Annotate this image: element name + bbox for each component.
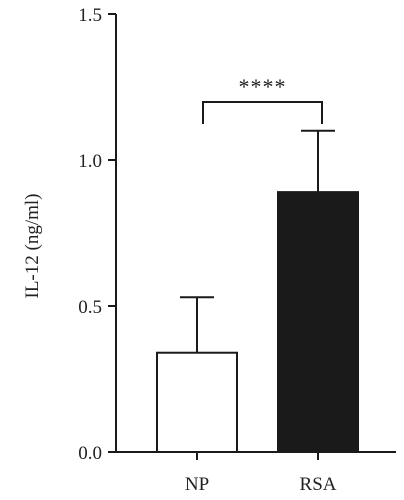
y-tick-label: 1.5	[78, 5, 102, 26]
x-tick-label: NP	[185, 474, 209, 495]
y-axis-label: IL-12 (ng/ml)	[22, 193, 43, 298]
bars	[156, 191, 359, 453]
significance-annotation: ****	[202, 74, 323, 124]
bar-rsa	[277, 191, 359, 453]
y-tick-label: 1.0	[78, 151, 102, 172]
x-tick-label: RSA	[300, 474, 337, 495]
y-tick-label: 0.0	[78, 443, 102, 464]
significance-label: ****	[239, 74, 287, 99]
y-tick-label: 0.5	[78, 297, 102, 318]
y-axis: 0.0 0.5 1.0 1.5	[78, 5, 117, 464]
error-bars	[180, 129, 335, 353]
bar-np	[156, 351, 238, 453]
significance-bracket	[202, 101, 323, 124]
x-axis: NP RSA	[116, 451, 396, 495]
